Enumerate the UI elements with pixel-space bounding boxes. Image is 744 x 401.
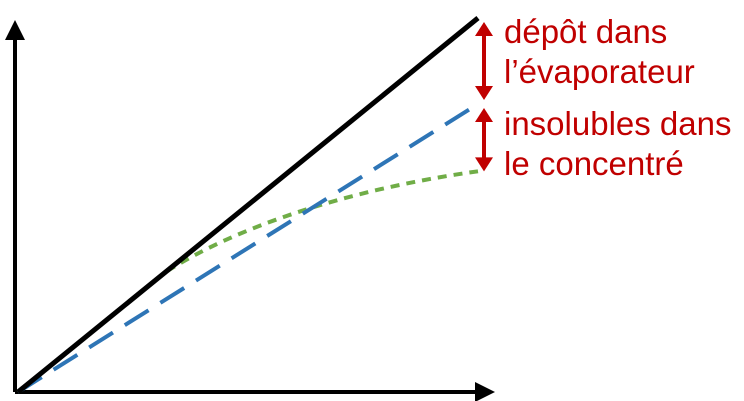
solid-black-line [16, 16, 480, 394]
insolubles-label-line2: le concentré [504, 145, 684, 182]
deposit-label: dépôt dans l’évaporateur [504, 12, 695, 92]
difference-arrows [475, 22, 493, 172]
dashed-blue-line [16, 102, 480, 394]
deposit-arrow-head-down [475, 86, 493, 101]
axes [5, 20, 495, 401]
dotted-green-curve [16, 169, 479, 394]
deposit-label-line2: l’évaporateur [504, 53, 695, 90]
insolubles-arrow-head-down [475, 157, 493, 172]
insolubles-arrow-head-up [475, 108, 493, 123]
deposit-label-line1: dépôt dans [504, 13, 668, 50]
insolubles-arrow [475, 108, 493, 172]
insolubles-label-line1: insolubles dans [504, 105, 732, 142]
deposit-arrow-head-up [475, 22, 493, 36]
insolubles-label: insolubles dans le concentré [504, 104, 732, 184]
deposit-arrow [475, 22, 493, 101]
